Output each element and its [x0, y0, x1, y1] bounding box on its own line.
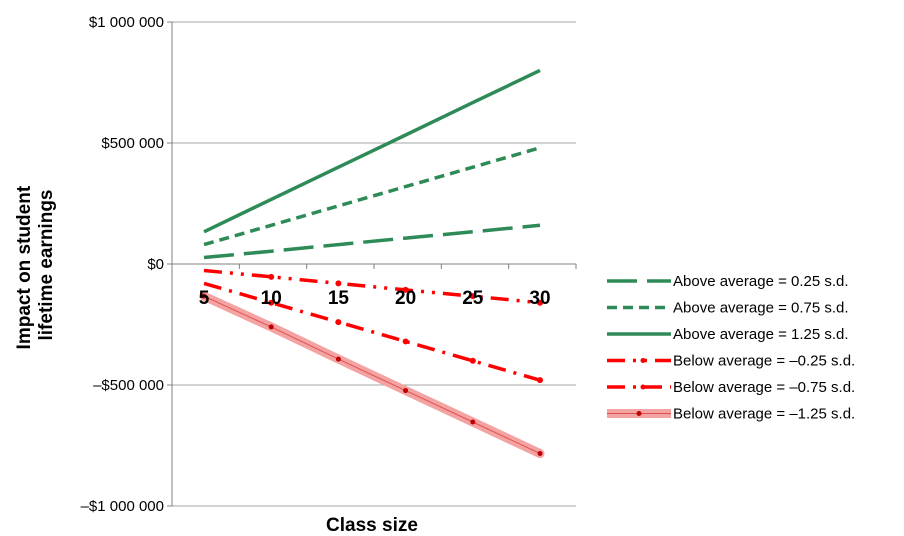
series-1 — [203, 223, 541, 260]
data-point — [201, 293, 207, 299]
x-tick-label: 5 — [199, 288, 210, 309]
legend-marker — [636, 411, 642, 416]
data-point — [268, 324, 274, 330]
y-tick-label: $1 000 000 — [89, 14, 164, 31]
legend-label: Above average = 0.25 s.d. — [673, 273, 849, 290]
legend-label: Above average = 1.25 s.d. — [673, 326, 849, 343]
data-point — [335, 280, 342, 287]
y-tick-label: $0 — [147, 256, 164, 273]
series-group — [199, 68, 545, 458]
x-tick-label: 30 — [529, 288, 550, 309]
legend-label: Below average = –0.75 s.d. — [673, 379, 855, 396]
data-point — [268, 299, 275, 306]
legend-item: Above average = 0.25 s.d. — [607, 273, 849, 290]
y-axis-title: Impact on student lifetime earnings — [14, 181, 57, 350]
legend-item: Above average = 0.75 s.d. — [607, 300, 849, 317]
x-axis-title: Class size — [326, 515, 418, 536]
series-2 — [203, 146, 541, 247]
x-tick-label: 15 — [328, 288, 350, 309]
data-point — [470, 419, 476, 425]
data-point — [335, 319, 342, 326]
y-tick-label: $500 000 — [101, 135, 164, 152]
series-line — [203, 68, 541, 234]
legend-label: Below average = –1.25 s.d. — [673, 406, 855, 423]
series-line — [203, 223, 541, 260]
data-point — [537, 299, 543, 306]
series-6 — [199, 291, 545, 458]
legend-item: Above average = 1.25 s.d. — [607, 326, 849, 343]
legend-item: Below average = –1.25 s.d. — [607, 406, 855, 423]
x-tick-labels: 5 10 15 20 25 30 — [199, 288, 551, 309]
legend-label: Below average = –0.25 s.d. — [673, 353, 855, 370]
data-point — [469, 357, 476, 364]
series-5 — [203, 281, 543, 384]
data-point — [537, 450, 543, 456]
legend: Above average = 0.25 s.d. Above average =… — [607, 273, 855, 423]
legend-label: Above average = 0.75 s.d. — [673, 300, 849, 317]
x-tick-label: 10 — [261, 288, 282, 309]
y-tick-label: –$1 000 000 — [81, 498, 164, 515]
data-point — [268, 273, 275, 280]
x-tick-label: 20 — [395, 288, 416, 309]
data-point — [335, 356, 341, 362]
series-line — [203, 281, 541, 382]
data-point — [403, 388, 409, 394]
grid-lines — [167, 21, 576, 507]
legend-marker — [640, 384, 646, 390]
legend-marker — [640, 358, 646, 363]
x-tick-label: 25 — [462, 288, 484, 309]
axes — [171, 22, 577, 506]
series-line — [203, 146, 541, 247]
series-line — [203, 268, 541, 305]
series-4 — [203, 268, 543, 306]
data-point — [402, 286, 409, 293]
data-point — [537, 377, 543, 384]
series-3 — [203, 68, 541, 234]
data-point — [402, 338, 409, 345]
y-axis-title-line-2: lifetime earnings — [36, 190, 57, 341]
y-tick-labels: $1 000 000 $500 000 $0 –$500 000 –$1 000 000 — [81, 14, 164, 515]
y-tick-label: –$500 000 — [93, 377, 164, 394]
data-point — [469, 293, 476, 300]
legend-item: Below average = –0.75 s.d. — [607, 379, 855, 396]
y-axis-title-line-1: Impact on student — [14, 185, 35, 349]
series-line — [203, 295, 541, 454]
legend-item: Below average = –0.25 s.d. — [607, 353, 855, 370]
